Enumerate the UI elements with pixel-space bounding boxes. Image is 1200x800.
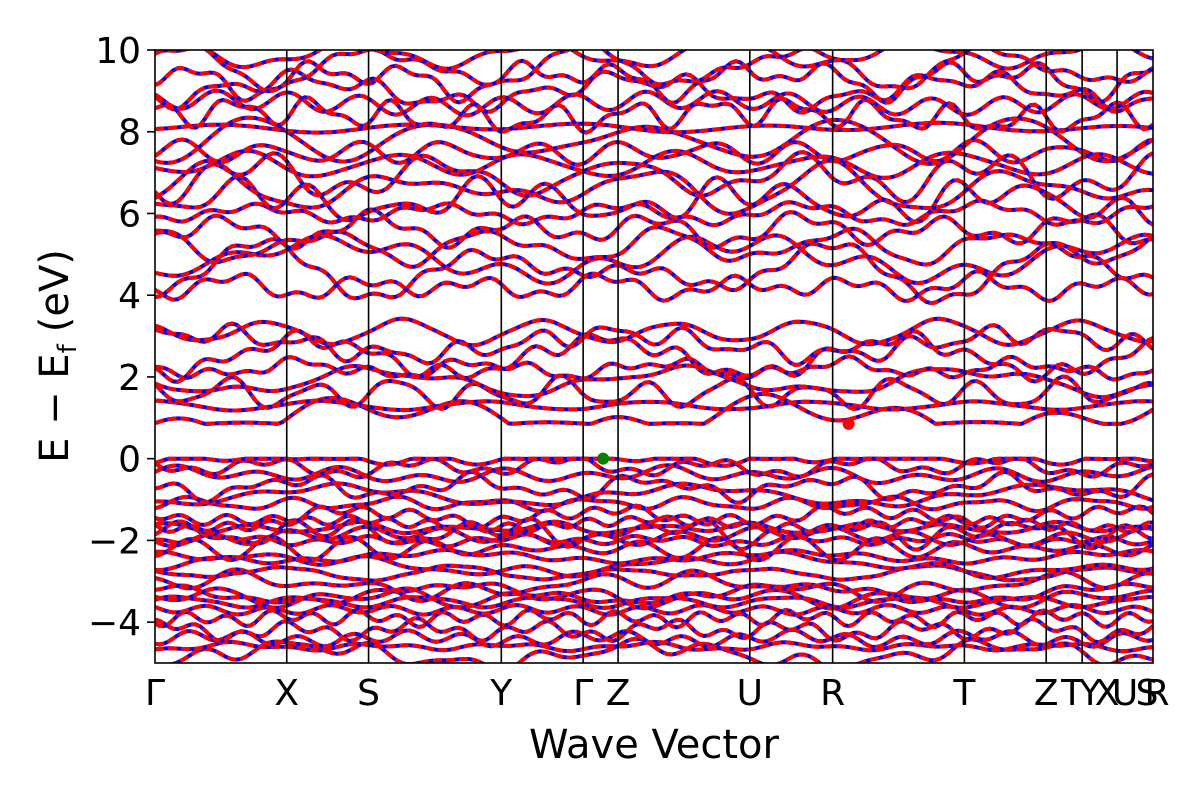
band-spin-up bbox=[155, 269, 1153, 304]
band-spin-up bbox=[155, 463, 1153, 485]
extrema-markers bbox=[597, 417, 855, 465]
kpoint-label: S bbox=[1136, 673, 1159, 714]
band-spin-up bbox=[155, 616, 1153, 645]
kpoint-label: T bbox=[1060, 673, 1084, 714]
band-spin-up bbox=[155, 237, 1153, 306]
y-axis-label-main: E − E bbox=[32, 353, 78, 463]
plot-frame bbox=[154, 49, 1154, 664]
band-spin-up bbox=[155, 88, 1153, 118]
band-spin-up bbox=[155, 50, 1153, 94]
kpoint-label: X bbox=[274, 673, 299, 714]
band-spin-up bbox=[155, 456, 1153, 468]
kpoint-label: Y bbox=[489, 673, 513, 714]
y-axis-label: E − Ef (eV) bbox=[32, 249, 83, 463]
band-spin-up bbox=[155, 549, 1153, 580]
kpoint-label: T bbox=[952, 673, 976, 714]
band-spin-up bbox=[155, 316, 1153, 348]
y-axis-label-sub: f bbox=[53, 343, 83, 353]
y-tick-label: −2 bbox=[88, 521, 141, 562]
kpoint-label: U bbox=[1112, 673, 1138, 714]
kpoint-label: U bbox=[737, 673, 763, 714]
y-tick-label: 0 bbox=[118, 440, 141, 481]
band-spin-up bbox=[155, 481, 1153, 509]
band-spin-down bbox=[155, 547, 1153, 566]
y-tick-label: 10 bbox=[95, 31, 141, 72]
band-spin-up bbox=[202, 50, 1153, 71]
band-spin-up bbox=[155, 321, 1153, 367]
band-spin-up bbox=[155, 519, 1153, 536]
y-tick-label: 8 bbox=[118, 113, 141, 154]
band-spin-up bbox=[155, 373, 1153, 412]
cbm-marker bbox=[842, 417, 855, 430]
band-spin-up bbox=[155, 391, 1153, 426]
band-spin-up bbox=[155, 58, 1153, 106]
band-spin-down bbox=[155, 363, 1153, 400]
band-spin-up bbox=[155, 586, 1153, 611]
y-tick-label: −4 bbox=[88, 603, 141, 644]
band-spin-down bbox=[155, 391, 1153, 426]
band-spin-up bbox=[155, 137, 1153, 167]
band-spin-up bbox=[155, 174, 1153, 227]
band-spin-up bbox=[155, 513, 1153, 535]
band-spin-up bbox=[155, 225, 1153, 269]
kpoint-label: Γ bbox=[145, 673, 165, 714]
y-axis-ticks: −4 −2 0 2 4 6 8 10 bbox=[88, 31, 155, 644]
kpoint-label: R bbox=[1144, 673, 1169, 714]
band-spin-up bbox=[155, 398, 1153, 413]
vbm-marker bbox=[597, 452, 610, 465]
high-symmetry-lines bbox=[285, 50, 1118, 663]
kpoint-label: X bbox=[1095, 673, 1120, 714]
y-tick-label: 2 bbox=[118, 358, 141, 399]
band-lines bbox=[155, 50, 1153, 663]
x-axis-label: Wave Vector bbox=[529, 722, 780, 768]
band-spin-down bbox=[155, 481, 1153, 509]
band-spin-up bbox=[155, 607, 1153, 630]
kpoint-label: Γ bbox=[573, 673, 593, 714]
band-spin-up bbox=[155, 639, 1153, 654]
band-spin-up bbox=[155, 603, 1153, 617]
band-spin-up bbox=[155, 363, 1153, 400]
band-spin-up bbox=[155, 581, 1153, 606]
band-spin-down bbox=[155, 373, 1153, 412]
band-spin-up bbox=[155, 627, 1153, 650]
band-spin-up bbox=[155, 150, 1153, 206]
kpoint-label: Z bbox=[606, 673, 631, 714]
y-axis-label-unit: (eV) bbox=[32, 249, 78, 332]
band-spin-up bbox=[155, 328, 1153, 384]
kpoint-label: R bbox=[820, 673, 845, 714]
kpoint-label: Y bbox=[1078, 673, 1102, 714]
band-spin-up bbox=[155, 534, 1153, 563]
band-spin-down bbox=[155, 158, 1153, 216]
y-tick-label: 6 bbox=[118, 194, 141, 235]
band-spin-up bbox=[155, 354, 1153, 382]
band-spin-up bbox=[155, 494, 1153, 514]
band-spin-up bbox=[155, 567, 1153, 604]
band-spin-up bbox=[155, 469, 1153, 505]
kpoint-label: S bbox=[357, 673, 380, 714]
kpoint-label: Z bbox=[1034, 673, 1059, 714]
y-tick-label: 4 bbox=[118, 276, 141, 317]
band-spin-up bbox=[155, 95, 1153, 135]
band-spin-up bbox=[155, 207, 1153, 251]
